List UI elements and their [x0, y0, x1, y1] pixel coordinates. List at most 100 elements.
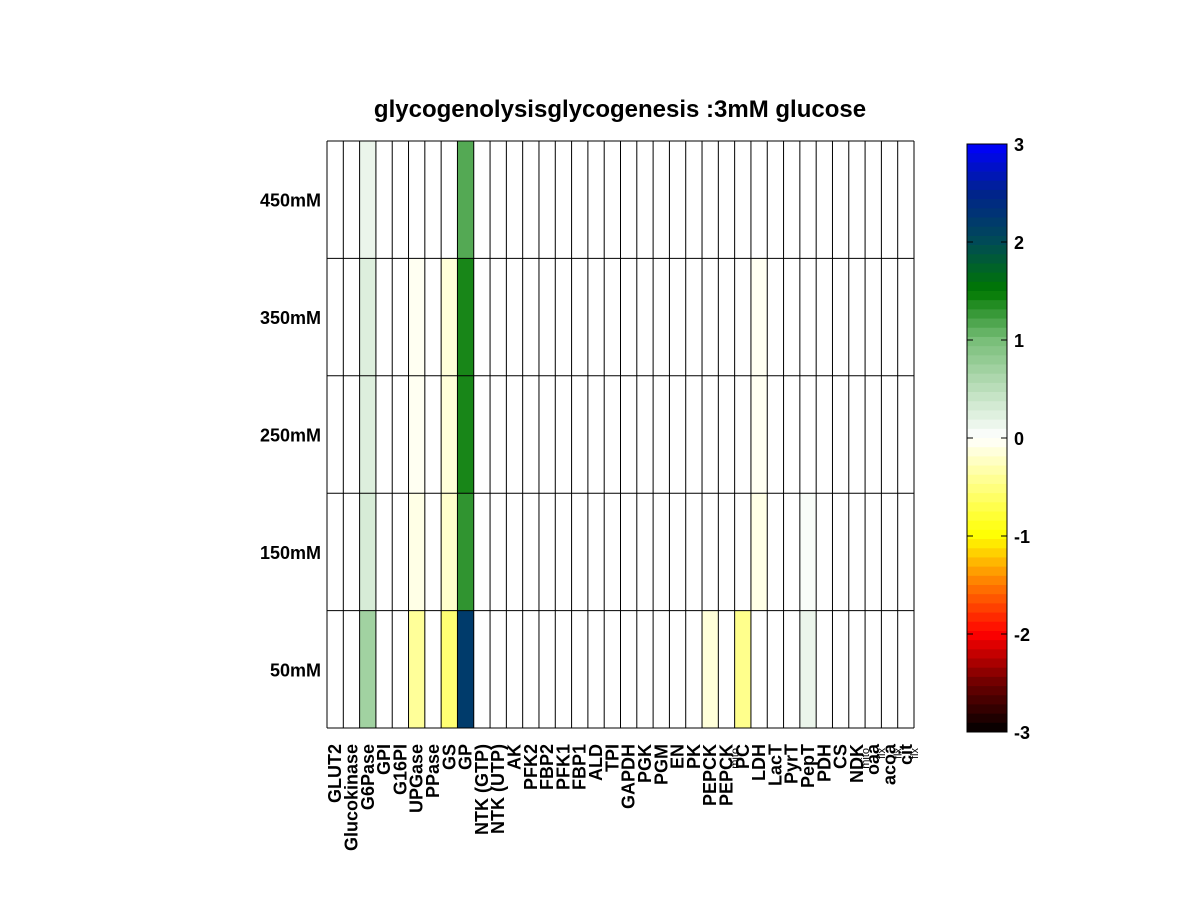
column-label: PGM [651, 744, 671, 785]
column-label: PepT [798, 744, 818, 788]
colorbar-tick-label: -1 [1014, 527, 1030, 547]
heatmap-cell [702, 258, 719, 377]
heatmap-cell [702, 610, 719, 729]
heatmap-cell [522, 375, 540, 494]
colorbar-tick-label: -3 [1014, 723, 1030, 743]
column-label: GP [456, 744, 476, 770]
colorbar-band [967, 649, 1007, 659]
heatmap-cell [555, 610, 572, 729]
heatmap-cell [441, 493, 458, 611]
colorbar-band [967, 373, 1007, 384]
heatmap-cell [343, 610, 360, 729]
column-label: PPase [423, 744, 443, 798]
heatmap-cell [636, 375, 654, 494]
heatmap-cell [473, 375, 491, 494]
colorbar-band [967, 603, 1007, 613]
column-label-subscript: mito [729, 748, 741, 769]
heatmap-cell [799, 493, 817, 611]
heatmap-cell [392, 375, 409, 494]
heatmap-cell [522, 141, 540, 259]
heatmap-cell [799, 375, 817, 494]
heatmap-cell [767, 258, 784, 377]
heatmap-cell [604, 493, 621, 611]
heatmap-cell [327, 141, 344, 259]
heatmap-cell [473, 610, 491, 729]
heatmap-cell [343, 258, 360, 377]
heatmap-cell [848, 375, 866, 494]
heatmap-cell [327, 610, 344, 729]
heatmap-cell [457, 258, 475, 377]
colorbar-band [967, 511, 1007, 522]
heatmap-cell [538, 493, 556, 611]
heatmap-cell [865, 610, 882, 729]
colorbar-band [967, 410, 1007, 421]
heatmap-cell [865, 258, 882, 377]
colorbar-band [967, 364, 1007, 375]
heatmap-cell [506, 493, 523, 611]
colorbar-band [967, 254, 1007, 264]
heatmap-cell [392, 258, 409, 377]
colorbar-band [967, 392, 1007, 402]
heatmap-cell [832, 375, 850, 494]
heatmap-cell [636, 141, 654, 259]
column-label: PEPCK [716, 744, 736, 806]
heatmap-cell [783, 493, 801, 611]
heatmap-cell [359, 258, 377, 377]
heatmap-cell [457, 610, 475, 729]
colorbar-tick-labels: 3 2 1 0 -1 -2 -3 [967, 135, 1030, 743]
column-label: GLUT2 [325, 744, 345, 803]
colorbar-band [967, 548, 1007, 558]
heatmap-cell [555, 493, 572, 611]
heatmap-cell [816, 141, 833, 259]
heatmap-cell [424, 375, 442, 494]
heatmap-cell [506, 258, 523, 377]
heatmap-cell [832, 258, 850, 377]
colorbar-band [967, 465, 1007, 476]
colorbar-band [967, 171, 1007, 182]
heatmap-cell [702, 375, 719, 494]
colorbar-band [967, 235, 1007, 246]
heatmap-cell [375, 141, 393, 259]
heatmap-cell [669, 375, 687, 494]
column-label: AK [505, 744, 525, 770]
colorbar-tick-label: 1 [1014, 331, 1024, 351]
heatmap-cell [604, 141, 621, 259]
column-label: G6Pase [358, 744, 378, 810]
heatmap-cell [327, 493, 344, 611]
heatmap-cell [734, 610, 752, 729]
colorbar-band [967, 575, 1007, 586]
heatmap-cell [881, 141, 898, 259]
row-label: 350mM [260, 308, 321, 328]
heatmap-cell [587, 493, 605, 611]
heatmap-cell [636, 493, 654, 611]
heatmap-cell [881, 375, 898, 494]
colorbar-band [967, 291, 1007, 301]
colorbar-band [967, 566, 1007, 577]
heatmap-cell [653, 141, 670, 259]
colorbar-tick-label: 3 [1014, 135, 1024, 155]
heatmap-cell [587, 141, 605, 259]
colorbar-band [967, 438, 1007, 448]
column-label: NTK (UTP) [488, 744, 508, 834]
heatmap-cell [343, 493, 360, 611]
column-label: oaa [863, 743, 883, 775]
colorbar-band [967, 474, 1007, 485]
heatmap-cell [392, 141, 409, 259]
heatmap-cell [620, 610, 638, 729]
heatmap-cell [571, 375, 589, 494]
heatmap-cell [538, 375, 556, 494]
heatmap-cell [424, 493, 442, 611]
column-label-subscript: flx [876, 748, 888, 760]
colorbar-band [967, 658, 1007, 669]
column-label: G16PI [390, 744, 410, 795]
heatmap-cell [473, 141, 491, 259]
heatmap-cell [408, 493, 426, 611]
heatmap-cell [392, 493, 409, 611]
colorbar-band [967, 318, 1007, 329]
column-label: GPI [374, 744, 394, 775]
heatmap-cell [816, 375, 833, 494]
heatmap-cell [865, 493, 882, 611]
heatmap-cell [783, 258, 801, 377]
heatmap-cell [750, 610, 768, 729]
heatmap-cell [767, 493, 784, 611]
